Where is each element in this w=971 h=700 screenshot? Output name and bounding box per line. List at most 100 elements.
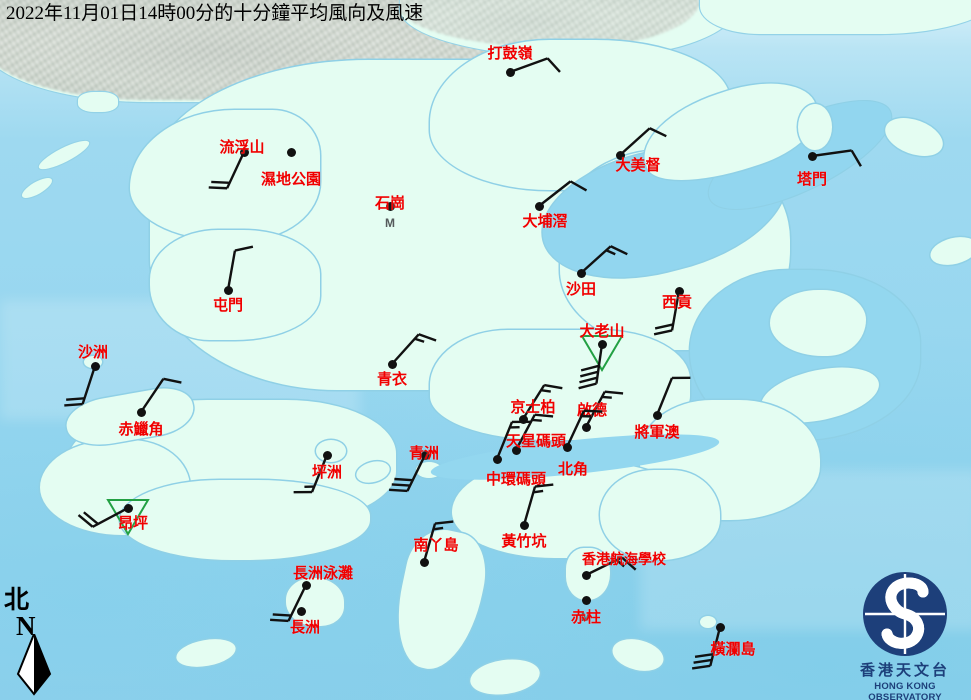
north-arrow-label-zh: 北: [4, 587, 30, 614]
wind-barb-icon: [422, 520, 454, 563]
gale-signal-triangle-icon: [105, 498, 150, 536]
station-label[interactable]: 中環碼頭: [485, 472, 547, 488]
station-dot: [562, 442, 572, 452]
station-label[interactable]: 濕地公園: [260, 172, 322, 188]
north-arrow-needle: [16, 634, 52, 696]
station-label[interactable]: 西貢: [661, 295, 693, 311]
wind-barb-icon: [538, 180, 588, 207]
hko-logo-text-en: HONG KONG OBSERVATORY: [868, 681, 942, 700]
station-dot: [223, 285, 233, 295]
wind-barb-icon: [580, 245, 628, 274]
wind-barb-icon: [691, 626, 722, 670]
station-label[interactable]: 大美督: [615, 158, 661, 174]
station-label[interactable]: 長洲泳灘: [292, 566, 354, 582]
station-label[interactable]: 赤柱: [570, 610, 602, 626]
station-label[interactable]: 天星碼頭: [505, 434, 567, 450]
wind-barb-icon: [140, 377, 182, 413]
station-dot: [581, 422, 591, 432]
wind-barb-icon: [811, 149, 862, 167]
hko-spiral-icon: [863, 572, 947, 656]
station-label[interactable]: 石崗: [374, 196, 406, 212]
landmass-tap-mun: [798, 104, 832, 150]
station-label[interactable]: 大老山: [579, 324, 625, 340]
station-label[interactable]: 沙洲: [77, 345, 109, 361]
station-dot: [385, 201, 395, 211]
station-label[interactable]: 香港航海學校: [582, 553, 666, 568]
station-dot: [301, 580, 311, 590]
station-dot: [581, 570, 591, 580]
station-dot: [715, 622, 725, 632]
landmass-lantau-south: [120, 480, 370, 560]
landmass-peng-chau: [316, 440, 346, 462]
station-label[interactable]: 流浮山: [219, 140, 265, 156]
landmass-hk-island-east: [600, 470, 720, 560]
landmass-nt-northwest: [130, 110, 320, 240]
landmass-kowloon: [430, 330, 690, 440]
station-dot: [652, 410, 662, 420]
station-dot: [674, 286, 684, 296]
north-arrow: 北 N: [2, 588, 66, 696]
wind-barb-icon: [77, 506, 129, 528]
station-label[interactable]: 將軍澳: [634, 425, 680, 441]
wind-barb-icon: [655, 376, 691, 416]
station-dot: [807, 151, 817, 161]
north-arrow-label-en: N: [16, 611, 36, 641]
wind-barb-icon: [522, 483, 554, 526]
station-dot: [420, 450, 430, 460]
station-label[interactable]: 赤鱲角: [118, 422, 164, 438]
station-dot: [492, 454, 502, 464]
wind-barb-icon: [270, 584, 308, 623]
hko-logo-text-zh: 香港天文台: [859, 663, 950, 679]
station-dot: [511, 445, 521, 455]
wind-barb-icon: [653, 290, 681, 336]
station-label[interactable]: 京士柏: [510, 400, 556, 416]
station-dot: [286, 147, 296, 157]
wind-barb-icon: [565, 409, 603, 448]
wind-barb-icon: [64, 365, 97, 407]
station-label[interactable]: 青洲: [408, 446, 440, 462]
station-dot: [387, 359, 397, 369]
station-missing-data-indicator: M: [385, 216, 395, 230]
station-dot: [296, 606, 306, 616]
landmass-sai-kung-island: [770, 290, 866, 356]
station-label[interactable]: 打鼓嶺: [487, 46, 533, 62]
landmass-cheung-chau: [286, 578, 344, 626]
wind-barb-icon: [509, 57, 561, 74]
station-label[interactable]: 昂坪: [117, 516, 149, 532]
station-label[interactable]: 北角: [557, 462, 589, 478]
wind-barb-icon: [584, 390, 624, 428]
wind-barb-icon: [389, 454, 427, 493]
station-dot: [90, 361, 100, 371]
station-dot: [136, 407, 146, 417]
station-dot: [518, 414, 528, 424]
station-label[interactable]: 坪洲: [311, 465, 343, 481]
station-dot: [576, 268, 586, 278]
station-label[interactable]: 南丫島: [413, 538, 459, 554]
station-label[interactable]: 塔門: [796, 172, 828, 188]
station-dot: [239, 147, 249, 157]
station-label[interactable]: 橫瀾島: [710, 642, 756, 658]
station-dot: [505, 67, 515, 77]
station-label[interactable]: 青衣: [376, 372, 408, 388]
station-label[interactable]: 長洲: [289, 620, 321, 636]
landmass-waglan-islet: [700, 616, 716, 628]
station-dot: [581, 595, 591, 605]
station-label[interactable]: 大埔滘: [522, 214, 568, 230]
landmass-mainland-far-east: [700, 0, 971, 34]
station-dot: [123, 503, 133, 513]
gale-signal-triangle-icon: [579, 334, 624, 372]
wind-barb-icon: [391, 333, 437, 365]
station-dot: [519, 520, 529, 530]
landmass-nt-southwest-tuenmun: [150, 230, 320, 340]
hko-logo: 香港天文台 HONG KONG OBSERVATORY: [845, 570, 965, 700]
wind-barb-icon: [521, 383, 563, 420]
wind-barb-icon: [495, 420, 531, 460]
hko-logo-mark: [861, 570, 949, 658]
station-label[interactable]: 沙田: [565, 282, 597, 298]
page-title: 2022年11月01日14時00分的十分鐘平均風向及風速: [6, 3, 424, 24]
station-label[interactable]: 黃竹坑: [501, 534, 547, 550]
station-label[interactable]: 屯門: [212, 298, 244, 314]
wind-barb-icon: [208, 151, 246, 190]
wind-barb-icon: [585, 556, 637, 577]
station-dot: [615, 150, 625, 160]
